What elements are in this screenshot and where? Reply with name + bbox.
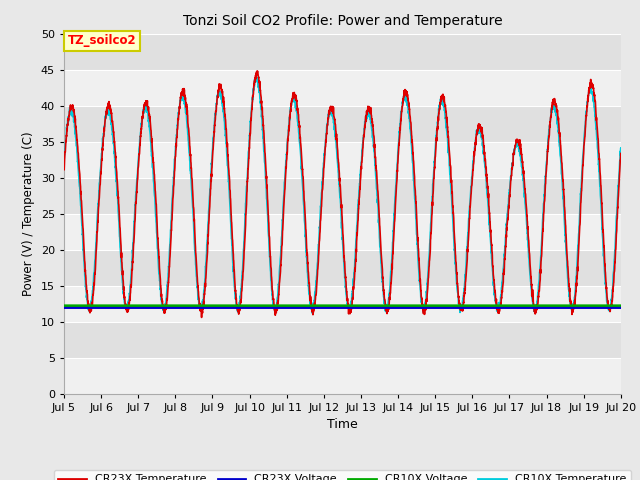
Bar [64,178,621,214]
Bar [64,214,621,250]
Bar [64,34,621,70]
Bar [64,142,621,178]
Bar [64,106,621,142]
Bar [64,250,621,286]
Bar [64,358,621,394]
X-axis label: Time: Time [327,418,358,431]
Bar [64,70,621,106]
Title: Tonzi Soil CO2 Profile: Power and Temperature: Tonzi Soil CO2 Profile: Power and Temper… [182,14,502,28]
Bar [64,286,621,322]
Legend: CR23X Temperature, CR23X Voltage, CR10X Voltage, CR10X Temperature: CR23X Temperature, CR23X Voltage, CR10X … [54,470,631,480]
Bar [64,322,621,358]
Text: TZ_soilco2: TZ_soilco2 [68,35,136,48]
Y-axis label: Power (V) / Temperature (C): Power (V) / Temperature (C) [22,132,35,296]
